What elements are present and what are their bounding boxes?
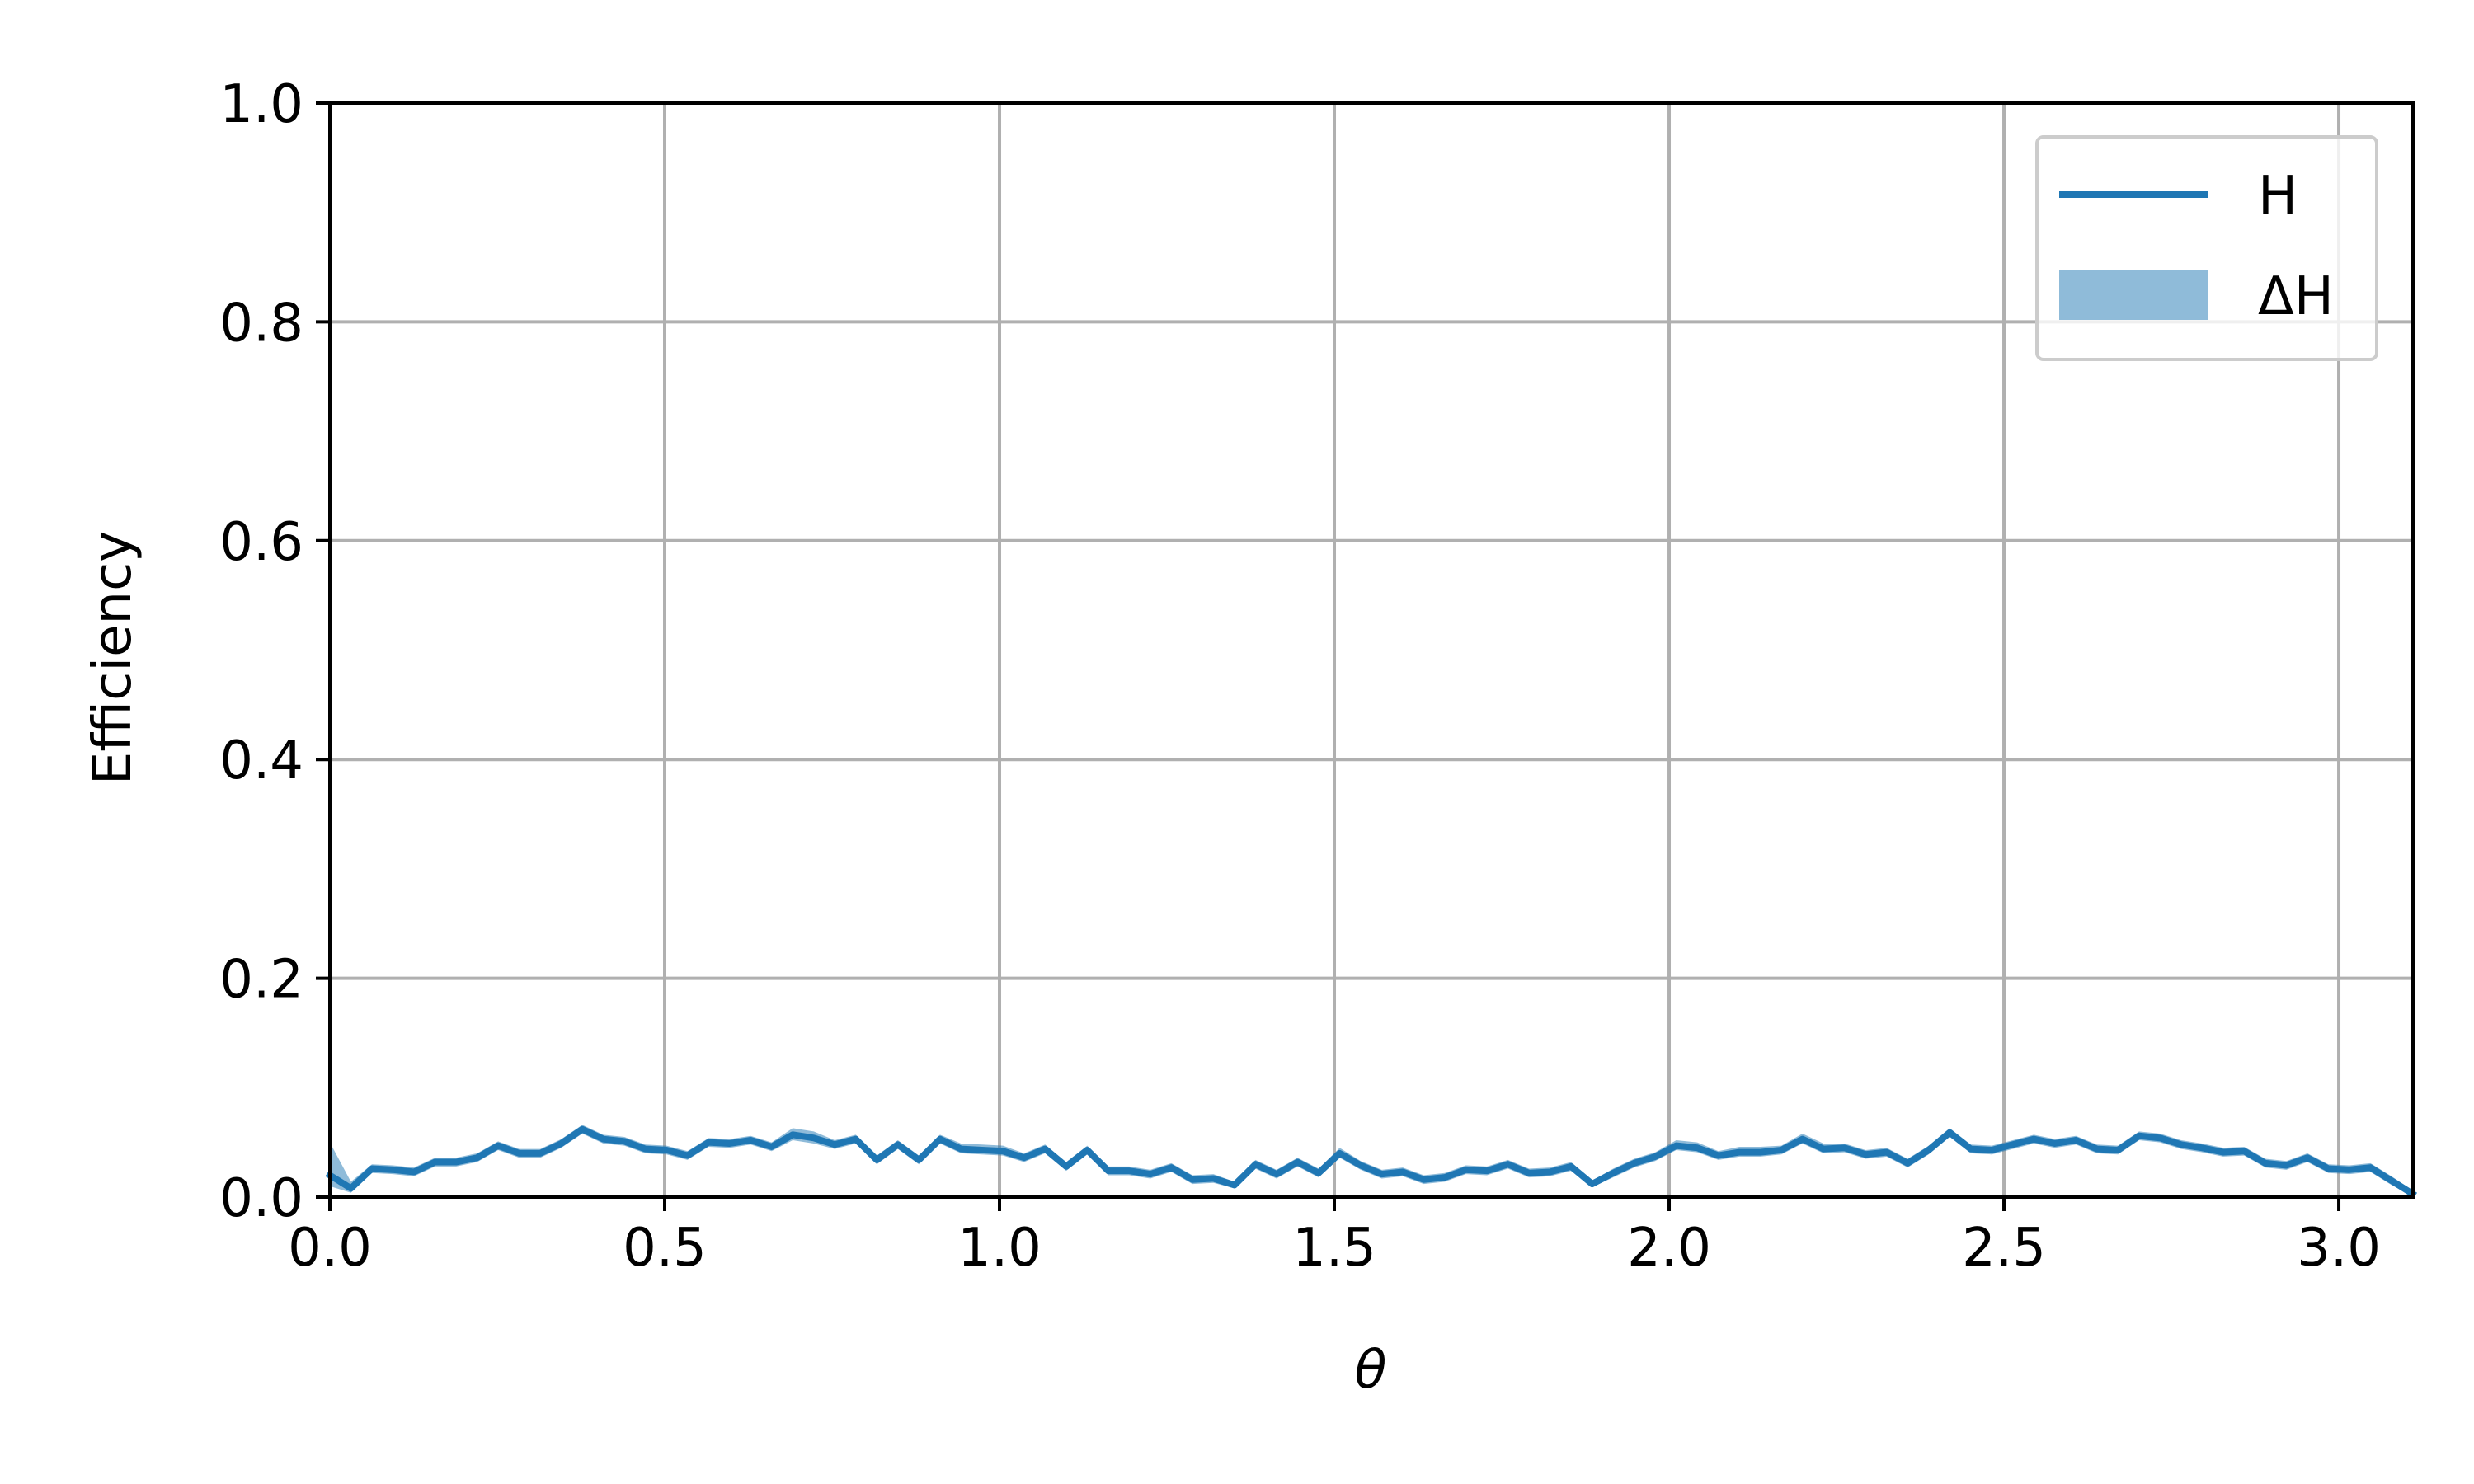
y-tick-label-0: 0.0 [219, 1168, 303, 1229]
y-tick-label-3: 0.6 [219, 512, 303, 573]
legend-band-swatch [2059, 270, 2208, 320]
y-tick-label-1: 0.2 [219, 950, 303, 1011]
legend: H ΔH [2035, 135, 2378, 361]
y-ticks: 0.0 0.2 0.4 0.6 0.8 1.0 [219, 74, 330, 1229]
x-tick-label-4: 2.0 [1627, 1218, 1711, 1279]
x-tick-label-2: 1.0 [957, 1218, 1042, 1279]
x-tick-label-6: 3.0 [2297, 1218, 2381, 1279]
x-tick-label-5: 2.5 [1962, 1218, 2046, 1279]
h-line [325, 1125, 2418, 1199]
series-line [325, 1125, 2418, 1199]
x-axis-label: θ [1354, 1340, 1386, 1401]
x-ticks: 0.0 0.5 1.0 1.5 2.0 2.5 3.0 [288, 1197, 2381, 1279]
y-tick-label-5: 1.0 [219, 74, 303, 135]
y-tick-label-2: 0.4 [219, 730, 303, 791]
axes [328, 101, 2415, 1199]
plot-frame [328, 101, 2415, 1199]
x-tick-label-3: 1.5 [1292, 1218, 1376, 1279]
x-tick-label-0: 0.0 [288, 1218, 372, 1279]
y-tick-label-4: 0.8 [219, 293, 303, 354]
legend-label-delta-h: ΔH [2258, 266, 2334, 327]
x-tick-label-1: 0.5 [623, 1218, 707, 1279]
y-axis-label: Efficiency [82, 531, 143, 785]
legend-label-h: H [2258, 166, 2298, 227]
